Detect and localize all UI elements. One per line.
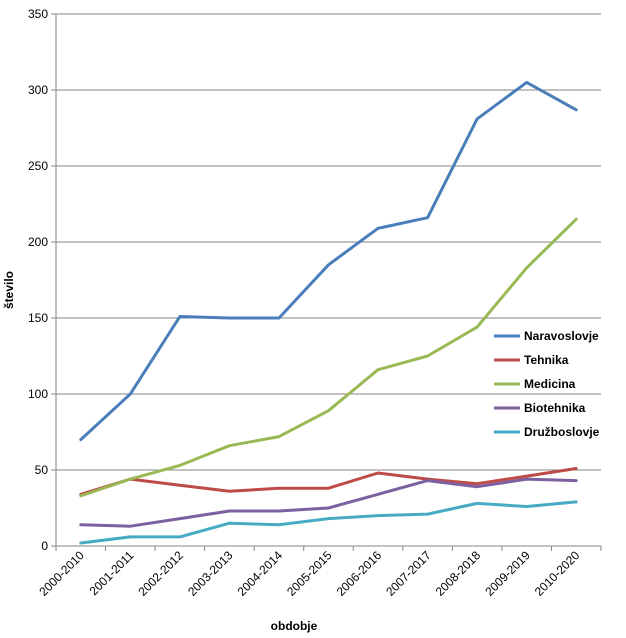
x-axis-title: obdobje: [271, 619, 318, 633]
y-tick-label: 300: [28, 83, 48, 97]
y-tick-label: 50: [35, 463, 49, 477]
series-line-biotehnika: [79, 477, 578, 528]
y-tick-label: 250: [28, 159, 48, 173]
series-line-tehnika: [79, 467, 578, 496]
x-tick-label: 2003-2013: [185, 548, 236, 599]
series-line-medicina: [79, 217, 578, 498]
series-line-naravoslovje: [79, 80, 578, 442]
axes: [55, 14, 602, 551]
legend-label: Medicina: [524, 377, 576, 391]
legend-label: Biotehnika: [524, 401, 586, 415]
legend-label: Družboslovje: [524, 425, 600, 439]
x-tick-label: 2007-2017: [383, 548, 434, 599]
x-tick-label: 2009-2019: [482, 548, 533, 599]
legend-label: Naravoslovje: [524, 329, 599, 343]
x-tick-label: 2002-2012: [136, 548, 187, 599]
series-line-družboslovje: [79, 500, 578, 545]
gridlines: [51, 13, 601, 547]
x-tick-label: 2000-2010: [36, 548, 87, 599]
y-tick-label: 150: [28, 311, 48, 325]
legend-label: Tehnika: [524, 353, 569, 367]
y-tick-label: 200: [28, 235, 48, 249]
y-tick-label: 350: [28, 7, 48, 21]
y-tick-label: 100: [28, 387, 48, 401]
y-axis-title: število: [2, 271, 16, 309]
x-tick-label: 2005-2015: [284, 548, 335, 599]
y-tick-label: 0: [41, 539, 48, 553]
x-tick-label: 2006-2016: [334, 548, 385, 599]
x-tick-label: 2010-2020: [532, 548, 583, 599]
x-tick-label: 2008-2018: [433, 548, 484, 599]
series-lines: [79, 80, 578, 545]
x-tick-labels: 2000-2010 2001-2011 2002-2012 2003-2013 2004…: [36, 548, 582, 599]
x-tick-label: 2001-2011: [87, 548, 137, 598]
legend: Naravoslovje Tehnika Medicina Biotehnika Dru…: [494, 329, 600, 439]
x-tick-label: 2004-2014: [235, 548, 286, 599]
y-tick-labels: 0 50 100 150 200 250 300 350: [28, 7, 48, 553]
